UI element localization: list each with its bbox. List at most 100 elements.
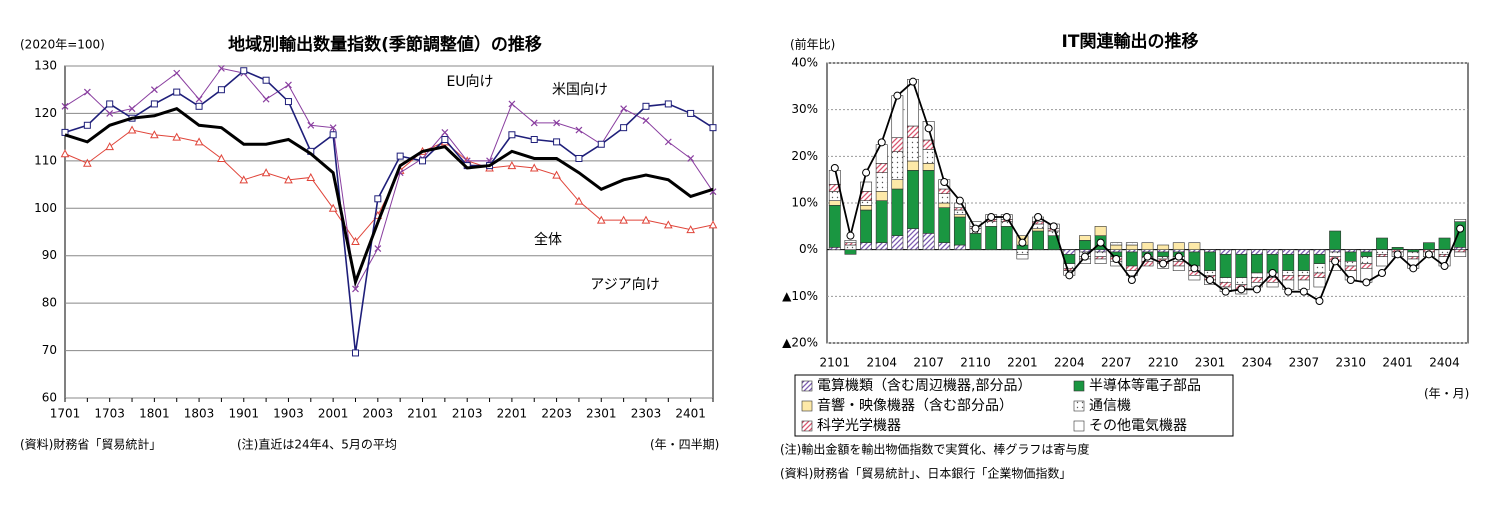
- bar-segment: [938, 242, 951, 250]
- bar-segment: [922, 170, 935, 234]
- marker: [128, 105, 136, 113]
- x-tick-label: 1801: [139, 407, 170, 421]
- bar-segment: [1282, 270, 1295, 276]
- marker: [105, 142, 115, 151]
- marker: [351, 236, 360, 245]
- marker: [553, 119, 561, 127]
- x-tick-label: 2404: [1429, 356, 1460, 370]
- bar-segment: [1297, 254, 1310, 271]
- marker: [1284, 287, 1293, 296]
- bar-segment: [1360, 263, 1373, 269]
- bar-segment: [844, 240, 857, 243]
- marker: [687, 155, 695, 162]
- series-label: アジア向け: [590, 277, 659, 293]
- marker: [1206, 276, 1215, 284]
- note: (注)直近は24年4、5月の平均: [237, 437, 397, 452]
- bar-segment: [907, 137, 919, 162]
- marker: [284, 98, 292, 106]
- bar-segment: [844, 249, 857, 255]
- bar-segment: [907, 170, 919, 229]
- y-tick-label: 100: [34, 201, 57, 215]
- x-tick-label: 2307: [1289, 356, 1320, 370]
- marker: [1096, 238, 1105, 247]
- bar-segment: [860, 209, 873, 243]
- y-tick-label: 70: [42, 343, 57, 357]
- bar-segment: [1172, 242, 1185, 250]
- marker: [1315, 297, 1324, 305]
- bar-segment: [1016, 249, 1029, 255]
- marker: [830, 164, 839, 172]
- marker: [1034, 213, 1043, 221]
- bar-segment: [1188, 249, 1201, 253]
- marker: [596, 215, 606, 224]
- bar-segment: [1157, 256, 1170, 260]
- bar-segment: [1125, 242, 1138, 246]
- bar-segment: [1329, 230, 1342, 250]
- marker: [1378, 269, 1387, 277]
- series-line: [64, 67, 714, 291]
- bar-segment: [1079, 249, 1091, 253]
- note: (資料)財務省「貿易統計」、日本銀行「企業物価指数」: [780, 466, 1071, 481]
- bar-segment: [922, 233, 935, 250]
- x-tick-label: 2301: [1195, 356, 1226, 370]
- legend-label: 科学光学機器: [817, 418, 901, 434]
- bar-segment: [907, 160, 919, 171]
- x-tick-label: 2101: [407, 407, 438, 421]
- bar-segment: [1376, 256, 1388, 267]
- bar-segment: [922, 163, 935, 171]
- marker: [217, 64, 225, 72]
- x-tick-label: 1901: [228, 407, 259, 421]
- chart-title: IT関連輸出の推移: [1062, 31, 1199, 52]
- marker: [194, 137, 204, 146]
- bar-segment: [1219, 277, 1232, 283]
- legend-label: その他電気機器: [1089, 418, 1187, 434]
- bar-segment: [891, 137, 904, 152]
- bar-segment: [1063, 249, 1076, 255]
- bar-segment: [1344, 249, 1357, 253]
- x-tick-label: 1903: [273, 407, 304, 421]
- series-label: 全体: [534, 231, 562, 248]
- bar-segment: [828, 205, 841, 248]
- bar-segment: [907, 228, 919, 250]
- x-tick-label: 2104: [866, 356, 897, 370]
- marker: [1127, 276, 1136, 284]
- marker: [328, 203, 338, 212]
- bar-segment: [1391, 247, 1404, 250]
- marker: [285, 81, 292, 89]
- marker: [507, 161, 517, 170]
- y-tick-label: 120: [34, 106, 57, 120]
- series-line: [64, 69, 714, 354]
- bar-segment: [1454, 219, 1467, 222]
- bar-segment: [875, 191, 888, 201]
- bar-segment: [844, 242, 857, 246]
- bar-segment: [828, 191, 841, 201]
- bar-segment: [1219, 249, 1232, 255]
- marker: [351, 349, 359, 357]
- bar-segment: [891, 188, 904, 236]
- marker: [1362, 278, 1371, 287]
- bar-segment: [860, 200, 873, 206]
- marker: [575, 126, 583, 134]
- bar-segment: [1016, 254, 1029, 260]
- marker: [642, 117, 650, 124]
- bar-segment: [1157, 251, 1170, 257]
- bar-segment: [1251, 277, 1263, 283]
- x-tick-label: 2107: [913, 356, 944, 370]
- bar-segment: [1204, 251, 1216, 271]
- x-tick-label: 2103: [452, 407, 483, 421]
- x-tick-label: 2401: [1382, 356, 1413, 370]
- bar-segment: [1125, 265, 1138, 271]
- marker: [441, 136, 449, 144]
- x-tick-label: 1701: [50, 407, 81, 421]
- bar-segment: [891, 151, 904, 180]
- bar-segment: [1125, 249, 1138, 253]
- x-tick-label: 2301: [586, 407, 617, 421]
- marker: [877, 138, 886, 147]
- marker: [620, 105, 628, 113]
- marker: [1393, 250, 1402, 259]
- marker: [709, 124, 717, 132]
- marker: [530, 119, 538, 127]
- marker: [1346, 276, 1355, 284]
- marker: [1112, 255, 1121, 263]
